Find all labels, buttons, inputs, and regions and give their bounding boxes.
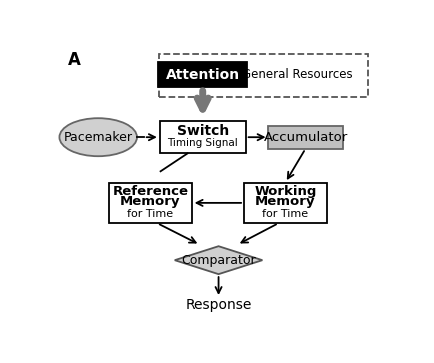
Text: Comparator: Comparator xyxy=(181,254,255,267)
Text: Accumulator: Accumulator xyxy=(263,131,347,144)
Ellipse shape xyxy=(59,118,137,156)
FancyBboxPatch shape xyxy=(243,183,326,223)
FancyBboxPatch shape xyxy=(109,183,191,223)
Text: for Time: for Time xyxy=(127,208,173,219)
Polygon shape xyxy=(174,246,262,274)
Text: Working: Working xyxy=(253,185,316,198)
Text: Memory: Memory xyxy=(120,195,180,208)
Text: Pacemaker: Pacemaker xyxy=(63,131,132,144)
Text: General Resources: General Resources xyxy=(241,68,352,81)
Text: Attention: Attention xyxy=(165,68,239,82)
FancyBboxPatch shape xyxy=(158,62,247,87)
Text: Timing Signal: Timing Signal xyxy=(167,138,237,148)
FancyBboxPatch shape xyxy=(158,54,367,97)
FancyBboxPatch shape xyxy=(268,126,342,149)
Text: Memory: Memory xyxy=(254,195,315,208)
Text: for Time: for Time xyxy=(262,208,308,219)
Text: Reference: Reference xyxy=(112,185,188,198)
Text: Switch: Switch xyxy=(176,124,228,138)
Text: A: A xyxy=(68,50,81,69)
FancyBboxPatch shape xyxy=(159,121,245,153)
Text: Response: Response xyxy=(185,298,251,312)
